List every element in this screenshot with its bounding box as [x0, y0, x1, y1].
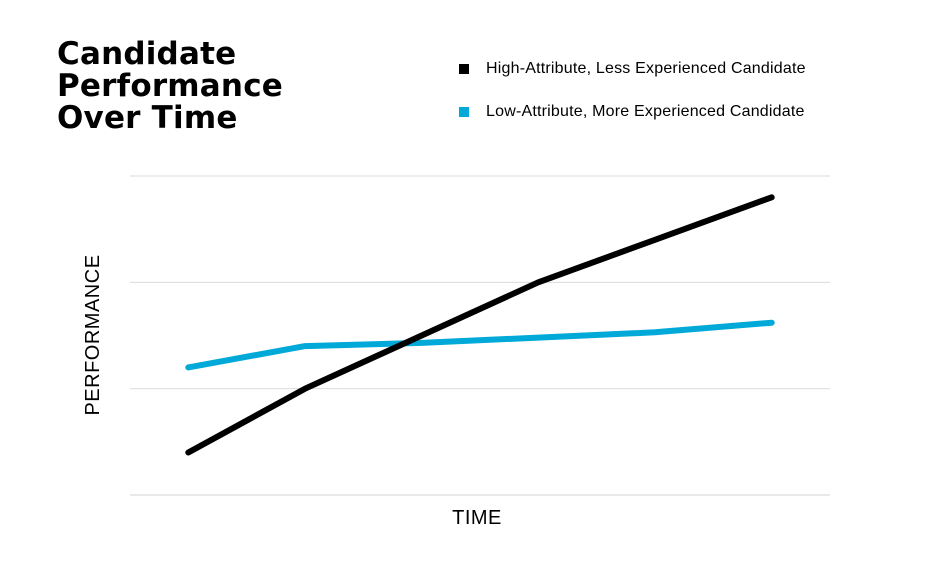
series-line-high-attribute	[185, 194, 775, 456]
legend: High-Attribute, Less Experienced Candida…	[459, 58, 919, 144]
chart-title: Candidate Performance Over Time	[57, 38, 357, 134]
chart-title-line-2: Performance	[57, 68, 283, 104]
legend-item-high-attribute: High-Attribute, Less Experienced Candida…	[459, 58, 919, 80]
series-line-low-attribute	[185, 319, 775, 371]
chart-title-line-3: Over Time	[57, 100, 238, 136]
legend-item-low-attribute: Low-Attribute, More Experienced Candidat…	[459, 101, 919, 123]
legend-label-low-attribute: Low-Attribute, More Experienced Candidat…	[486, 103, 805, 120]
chart-title-line-1: Candidate	[57, 36, 237, 72]
gridlines	[130, 175, 830, 496]
y-axis-label: PERFORMANCE	[82, 254, 104, 415]
legend-swatch-high-attribute	[459, 64, 469, 74]
legend-swatch-low-attribute	[459, 107, 469, 117]
legend-label-high-attribute: High-Attribute, Less Experienced Candida…	[486, 60, 806, 77]
series-lines	[185, 194, 775, 456]
x-axis-label: TIME	[452, 507, 502, 529]
